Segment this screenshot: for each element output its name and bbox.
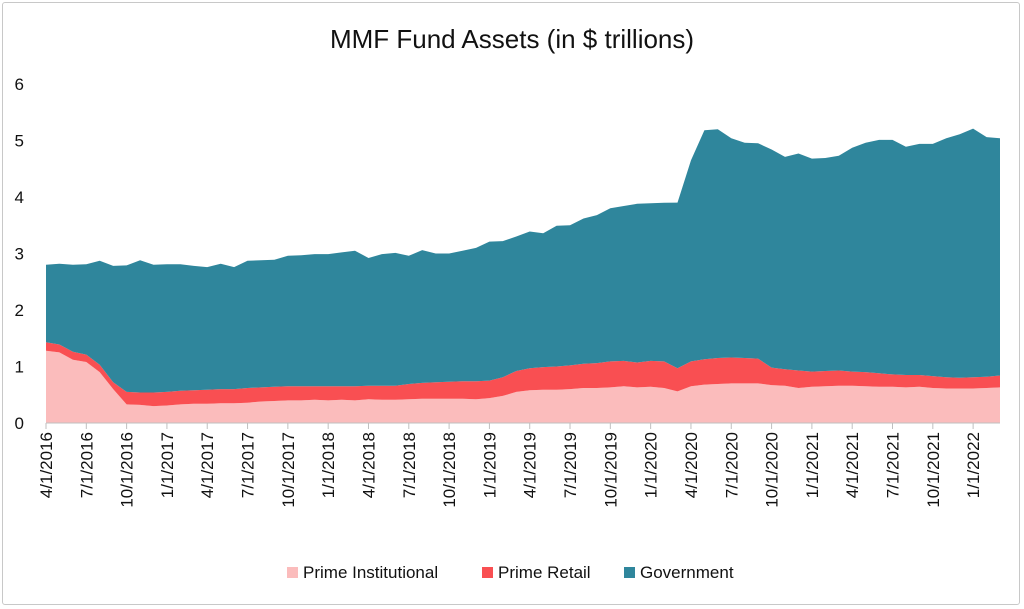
x-tick-label: 10/1/2020 [763,432,782,508]
y-tick-label: 0 [15,414,24,433]
legend-swatch-prime-institutional [287,567,298,578]
x-tick-label: 4/1/2016 [37,432,56,498]
x-tick-label: 10/1/2019 [601,432,620,508]
x-tick-label: 10/1/2018 [440,432,459,508]
y-tick-label: 2 [15,301,24,320]
x-tick-label: 4/1/2017 [198,432,217,498]
y-tick-label: 5 [15,132,24,151]
x-tick-label: 1/1/2017 [158,432,177,498]
x-tick-label: 10/1/2021 [924,432,943,508]
x-tick-label: 7/1/2016 [77,432,96,498]
legend-swatch-prime-retail [482,567,493,578]
area-series-prime-institutional [46,350,1000,423]
x-tick-label: 7/1/2020 [722,432,741,498]
y-tick-label: 4 [15,188,24,207]
x-tick-label: 1/1/2022 [964,432,983,498]
legend-label-prime-retail: Prime Retail [498,563,591,582]
x-tick-label: 4/1/2021 [843,432,862,498]
y-tick-label: 6 [15,75,24,94]
chart-title: MMF Fund Assets (in $ trillions) [330,24,694,54]
x-tick-label: 4/1/2020 [682,432,701,498]
x-tick-label: 10/1/2017 [279,432,298,508]
x-tick-label: 7/1/2019 [561,432,580,498]
x-tick-label: 7/1/2021 [884,432,903,498]
area-series-government [46,128,1000,393]
x-tick-label: 4/1/2018 [359,432,378,498]
x-tick-label: 1/1/2021 [803,432,822,498]
y-tick-label: 1 [15,358,24,377]
x-tick-label: 10/1/2016 [118,432,137,508]
legend-label-government: Government [640,563,734,582]
legend-swatch-government [624,567,635,578]
legend-label-prime-institutional: Prime Institutional [303,563,438,582]
x-tick-label: 7/1/2018 [400,432,419,498]
y-tick-label: 3 [15,245,24,264]
x-tick-label: 7/1/2017 [239,432,258,498]
x-tick-label: 1/1/2019 [480,432,499,498]
x-tick-label: 1/1/2018 [319,432,338,498]
x-tick-label: 4/1/2019 [521,432,540,498]
area-series-prime-retail [46,342,1000,407]
x-tick-label: 1/1/2020 [642,432,661,498]
